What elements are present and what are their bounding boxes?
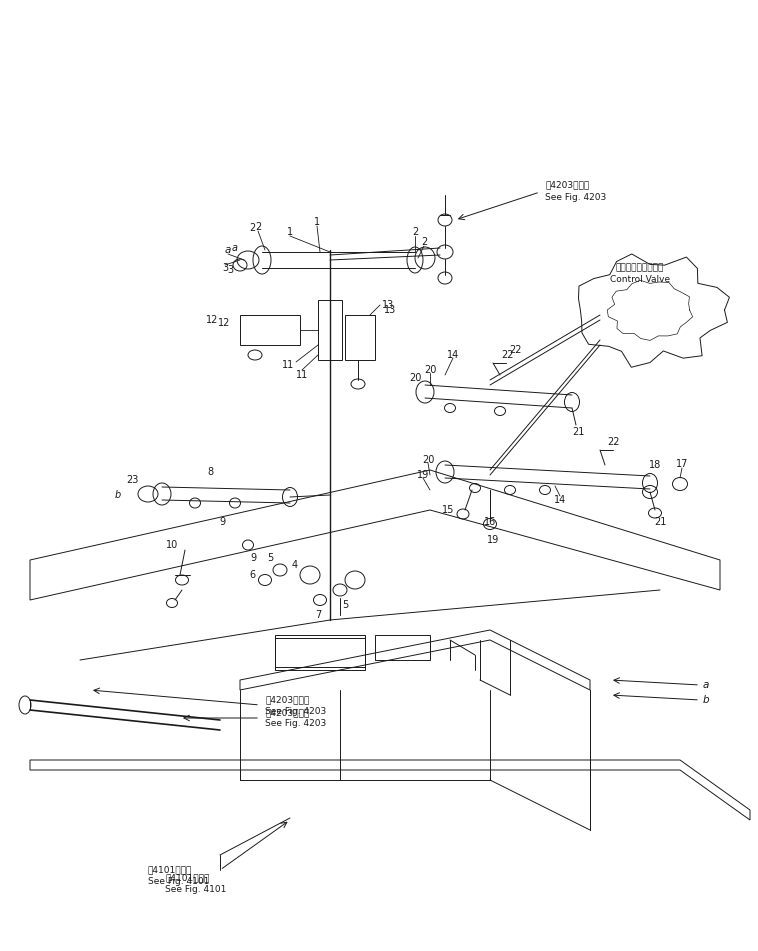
Text: 3: 3 — [222, 263, 228, 273]
Text: 17: 17 — [676, 459, 688, 469]
Text: 21: 21 — [572, 427, 584, 437]
Text: b: b — [703, 695, 709, 705]
Text: 7: 7 — [315, 610, 321, 620]
Text: 21: 21 — [654, 517, 666, 527]
Text: See Fig. 4101: See Fig. 4101 — [165, 884, 227, 894]
Text: 9: 9 — [250, 553, 256, 563]
Text: 1: 1 — [314, 217, 320, 227]
Text: 3: 3 — [227, 265, 233, 275]
Text: 5: 5 — [342, 600, 348, 610]
Text: 2: 2 — [421, 237, 427, 247]
Text: 第4101図参照: 第4101図参照 — [165, 874, 209, 883]
Text: a: a — [225, 245, 231, 255]
Text: 2: 2 — [249, 223, 255, 233]
Text: a: a — [232, 243, 238, 253]
Text: 9: 9 — [219, 517, 225, 527]
Text: 18: 18 — [649, 460, 661, 470]
Text: 5: 5 — [267, 553, 273, 563]
Text: 14: 14 — [447, 350, 459, 360]
Text: 13: 13 — [382, 300, 394, 310]
Text: 13: 13 — [384, 305, 396, 315]
Text: 1: 1 — [287, 227, 293, 237]
Text: See Fig. 4203: See Fig. 4203 — [265, 708, 326, 716]
Text: 2: 2 — [412, 227, 418, 237]
Text: 19: 19 — [487, 535, 499, 545]
Text: コントロールバルブ: コントロールバルブ — [615, 263, 664, 273]
Text: 6: 6 — [249, 570, 255, 580]
Text: 22: 22 — [509, 345, 522, 355]
Text: 20: 20 — [409, 373, 421, 383]
Text: 第4101図参照: 第4101図参照 — [148, 865, 193, 875]
Text: 19: 19 — [417, 470, 429, 480]
Text: 11: 11 — [282, 360, 294, 370]
Text: See Fig. 4101: See Fig. 4101 — [148, 878, 209, 886]
Text: 14: 14 — [554, 495, 566, 505]
Text: 11: 11 — [296, 370, 308, 380]
Text: 23: 23 — [126, 475, 138, 485]
Text: See Fig. 4203: See Fig. 4203 — [265, 720, 326, 728]
Text: 10: 10 — [166, 540, 178, 550]
Text: 20: 20 — [421, 455, 434, 465]
Text: 2: 2 — [255, 222, 261, 232]
Text: b: b — [115, 490, 121, 500]
Text: 22: 22 — [502, 350, 514, 360]
Text: 4: 4 — [292, 560, 298, 570]
Text: 12: 12 — [205, 315, 218, 325]
Text: a: a — [703, 680, 709, 690]
Text: 8: 8 — [207, 467, 213, 477]
Text: See Fig. 4203: See Fig. 4203 — [545, 192, 606, 202]
Text: 16: 16 — [484, 517, 496, 527]
Text: 22: 22 — [608, 437, 620, 447]
Text: 第4203図参照: 第4203図参照 — [545, 181, 589, 189]
Text: 第4203図参照: 第4203図参照 — [265, 695, 309, 705]
Text: 20: 20 — [424, 365, 436, 375]
Text: 第4203図参照: 第4203図参照 — [265, 708, 309, 717]
Text: Control Valve: Control Valve — [610, 276, 670, 284]
Text: 15: 15 — [442, 505, 454, 515]
Text: 12: 12 — [218, 318, 230, 328]
